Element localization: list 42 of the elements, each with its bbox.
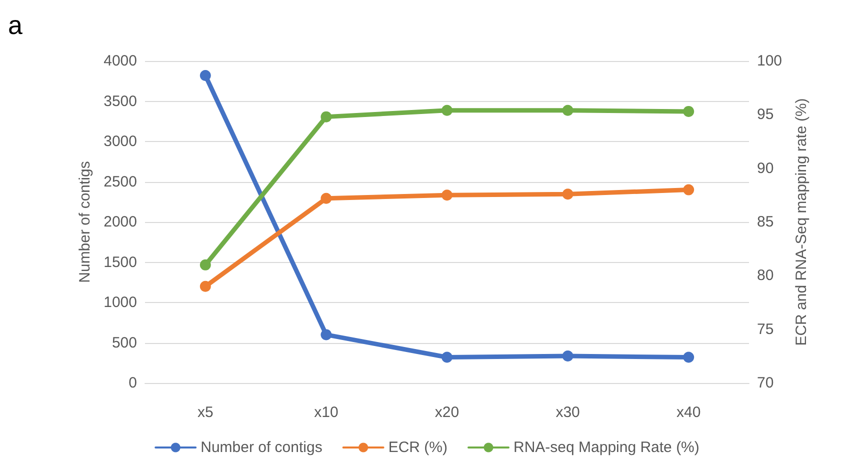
point — [683, 184, 694, 196]
y-tick-label: 0 — [128, 374, 137, 392]
point — [200, 280, 211, 292]
y2-tick-label: 80 — [757, 267, 774, 284]
y-tick-label: 1000 — [104, 294, 137, 311]
x-tick-label: x30 — [556, 404, 580, 421]
y-tick-label: 2000 — [104, 214, 137, 230]
y-tick-label: 3500 — [104, 92, 137, 110]
legend-label: RNA-seq Mapping Rate (%) — [513, 439, 700, 456]
point — [200, 70, 211, 81]
point — [562, 350, 574, 362]
point — [683, 352, 694, 363]
y2-tick-label: 100 — [757, 52, 782, 70]
point — [562, 104, 574, 116]
point — [562, 188, 574, 200]
y2-tick-label: 70 — [757, 374, 774, 392]
point — [320, 192, 332, 204]
point — [442, 190, 452, 201]
y2-tick-label: 95 — [757, 106, 774, 124]
legend-label: Number of contigs — [200, 439, 322, 456]
point — [683, 106, 694, 117]
x-tick-label: x20 — [434, 404, 460, 421]
point — [442, 104, 452, 116]
y-tick-label: 2500 — [104, 173, 137, 190]
x-tick-label: x5 — [197, 404, 214, 421]
y2-axis-title: ECR and RNA-Seq mapping rate (%) — [793, 98, 810, 346]
y2-tick-label: 75 — [757, 320, 774, 338]
point — [320, 111, 332, 122]
y2-tick-label: 85 — [757, 214, 774, 230]
y2-tick-label: 90 — [757, 160, 774, 177]
x-tick-label: x40 — [676, 404, 701, 421]
point — [442, 352, 452, 363]
x-tick-label: x10 — [314, 404, 338, 421]
y-tick-label: 4000 — [104, 52, 137, 70]
point — [320, 329, 332, 340]
point — [200, 259, 211, 270]
y-tick-label: 1500 — [104, 254, 137, 271]
y-axis-title: Number of contigs — [76, 161, 94, 283]
text: a — [8, 10, 23, 40]
legend-label: ECR (%) — [388, 439, 448, 456]
y-tick-label: 3000 — [104, 133, 137, 150]
y-tick-label: 500 — [112, 334, 137, 352]
